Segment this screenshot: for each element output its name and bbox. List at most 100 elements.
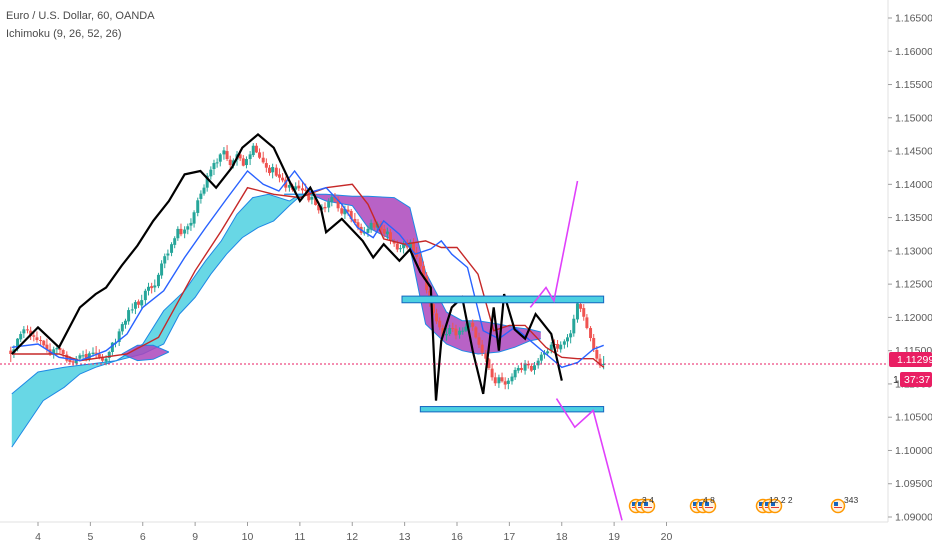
projection-path-1[interactable] [555,398,623,521]
candle-body [196,200,200,213]
candle-body [353,218,357,223]
candle-body [156,274,160,287]
candle-body [143,290,147,301]
candle-body [451,328,455,330]
event-count: 343 [844,495,858,505]
candle-body [297,185,301,189]
candle-body [251,145,255,156]
time-axis[interactable]: 4 5 6 9 10 11 12 13 16 17 18 19 20 [0,521,888,543]
candle-body [395,243,399,250]
candle-body [346,209,350,212]
y-tick-label: 1.10500 [895,412,932,424]
event-count: 3 4 [642,495,654,505]
candle-body [130,309,134,311]
kumo-bull [11,194,316,448]
candle-body [589,328,593,339]
projection-path-0[interactable] [529,180,579,308]
candle-body [471,322,475,327]
candle-body [435,313,439,322]
candle-body [123,320,127,325]
x-tick-label: 6 [140,531,146,543]
zone-rect-1[interactable] [419,406,605,413]
y-tick-label: 1.12500 [895,279,932,291]
candle-body [441,328,445,337]
candle-body [412,242,416,253]
y-tick-label: 1.13500 [895,212,932,224]
event-marker[interactable]: 3 4 [628,495,656,514]
candle-body [271,167,275,173]
candle-body [500,377,504,382]
candle-body [45,344,49,350]
candle-body [173,238,177,245]
kumo-bear-1 [284,194,541,354]
candle-body [408,242,412,249]
candle-body [91,352,95,354]
event-count: 12 2 2 [769,495,793,505]
candle-body [340,208,344,214]
candle-body [595,350,599,359]
kumo-bear-0-span-b [121,344,170,355]
chikou-line [11,132,563,401]
candle-body [137,301,141,305]
flag-canton [771,502,775,506]
flag-canton [693,502,697,506]
candle-body [336,198,340,209]
candle-body [277,174,281,178]
candle-body [202,187,206,194]
candle-body [215,162,219,164]
kumo-bull-span-b [11,193,316,448]
candle-body [254,145,258,153]
projection-drawings[interactable] [529,180,623,521]
y-tick-label: 1.15000 [895,112,932,124]
kumo-bear-0 [121,345,169,361]
candle-body [140,300,144,306]
candle-body [163,256,167,264]
candle-body [559,344,563,350]
candle-body [464,326,468,331]
x-tick-label: 16 [451,531,463,543]
candle-body [179,228,183,235]
economic-events[interactable]: 3 4 4 8 12 2 2 343 [628,495,859,514]
support-resistance-zones[interactable] [401,295,605,413]
y-tick-label: 1.14500 [895,146,932,158]
flag-canton [632,502,636,506]
candle-body [317,204,321,211]
candle-body [539,354,543,361]
price-axis[interactable]: 1.16500 1.16000 1.15500 1.15000 1.14500 1.140… [887,0,932,524]
candle-body [228,159,232,166]
zone-rect-0[interactable] [401,295,605,304]
candle-body [170,244,174,253]
y-tick-label: 1.16000 [895,46,932,58]
y-tick-label: 1.14000 [895,179,932,191]
candle-body [372,222,376,228]
candle-body [382,228,386,234]
candle-body [22,329,26,334]
event-marker[interactable]: 343 [830,495,859,514]
candle-body [510,376,514,382]
kijun-line [11,183,605,368]
candle-body [362,232,366,234]
candle-body [16,338,20,349]
candle-body [546,351,550,354]
x-tick-label: 18 [556,531,568,543]
candle-body [598,358,602,366]
candle-body [205,175,209,188]
candle-body [556,344,560,349]
countdown-text: 37:37 [904,374,930,386]
candle-body [176,228,180,239]
candle-body [566,337,570,342]
candle-body [104,358,108,362]
candle-body [490,368,494,378]
x-tick-label: 11 [294,531,305,543]
candle-body [287,184,291,188]
event-marker[interactable]: 4 8 [689,495,717,514]
candle-body [94,352,98,354]
candle-body [343,208,347,215]
candle-body [107,351,111,358]
event-marker[interactable]: 12 2 2 [755,495,793,514]
candle-body [369,222,373,230]
candle-body [120,324,124,332]
candle-body [58,348,62,351]
candle-body [61,350,65,354]
